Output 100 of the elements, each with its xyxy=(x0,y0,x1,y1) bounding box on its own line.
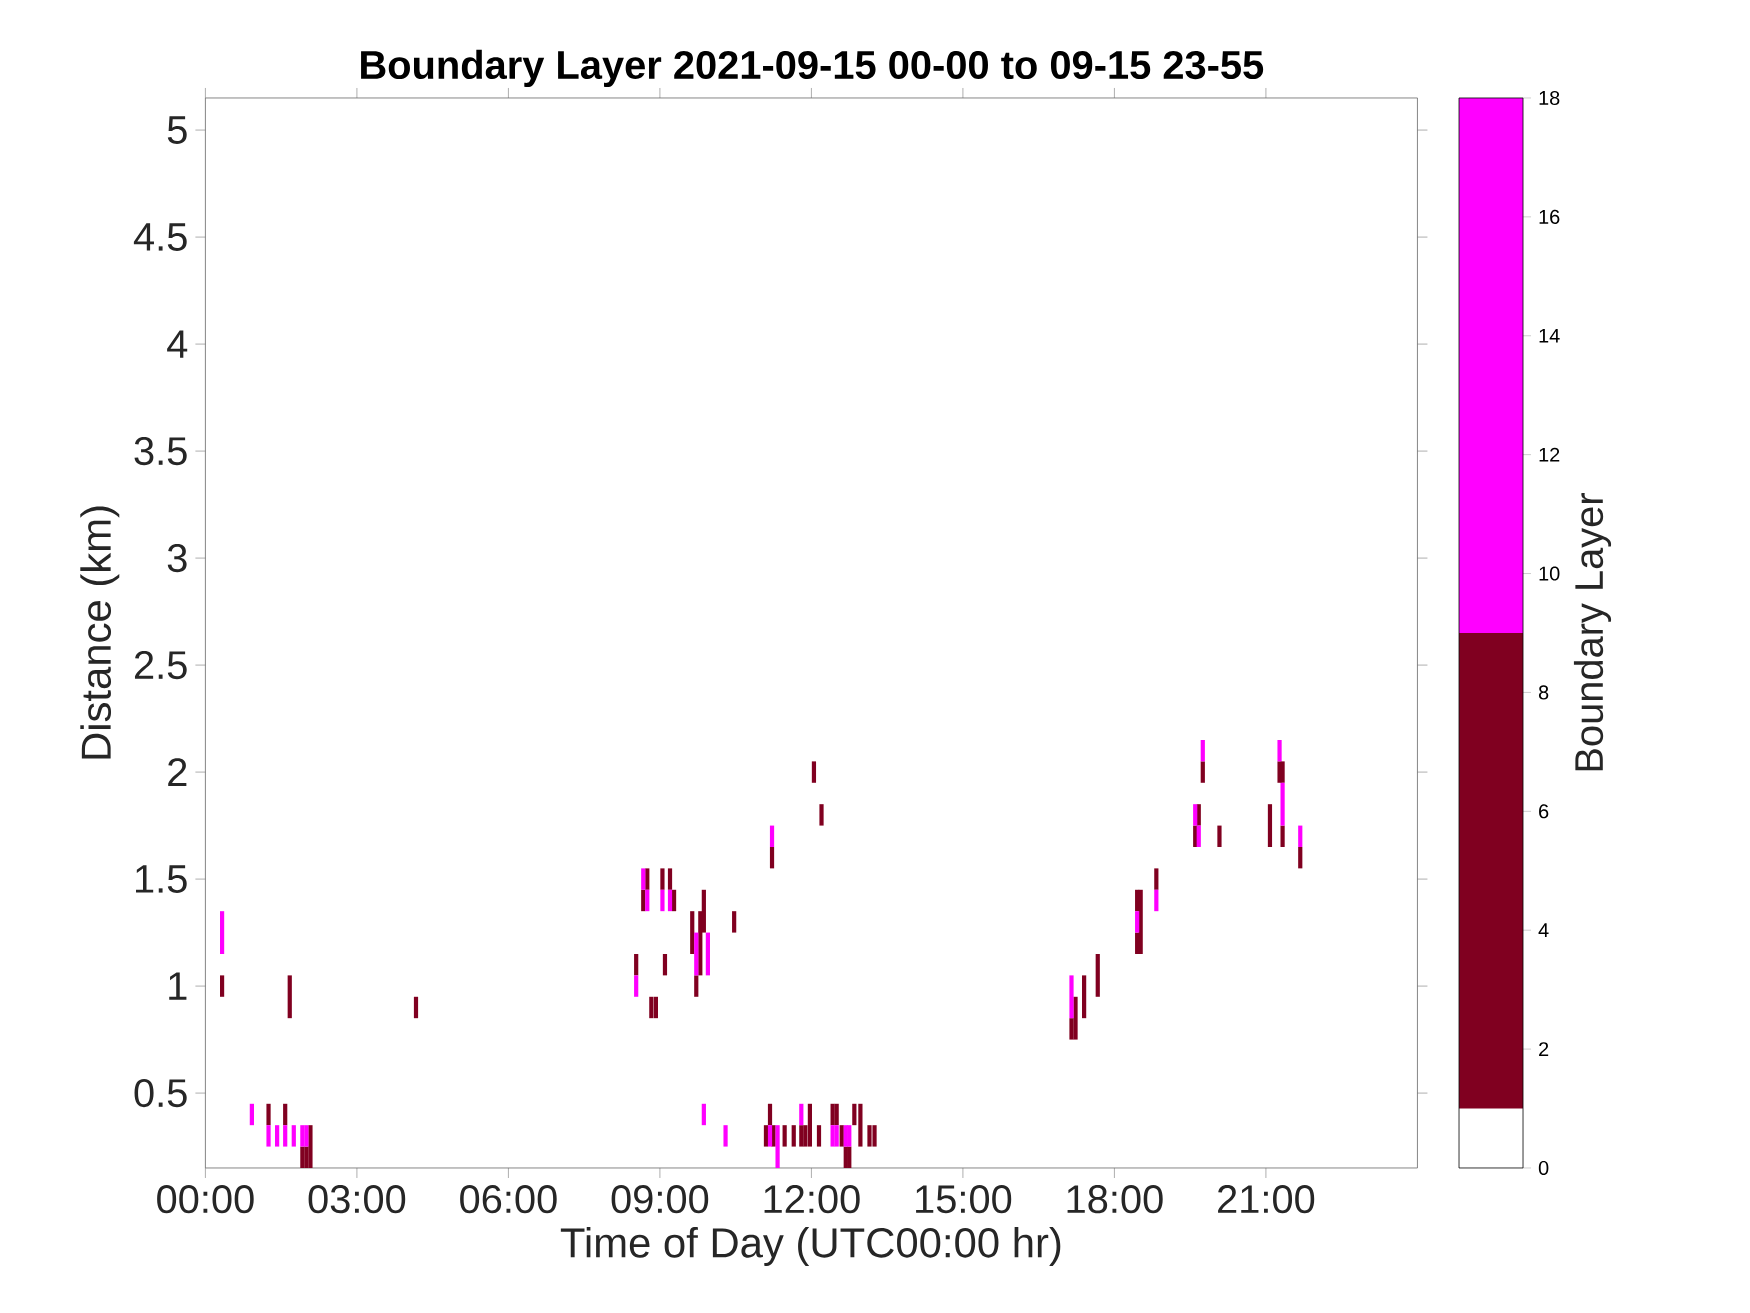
bar xyxy=(1280,782,1285,826)
bar xyxy=(266,1125,271,1147)
bar xyxy=(667,868,673,890)
bar xyxy=(769,825,775,847)
bar xyxy=(308,1125,313,1168)
bar xyxy=(1154,868,1159,890)
bar xyxy=(799,1125,804,1147)
bar xyxy=(847,1146,852,1168)
bar xyxy=(649,996,654,1019)
bar xyxy=(723,1125,728,1147)
bar xyxy=(1200,739,1205,762)
bar xyxy=(1200,761,1205,783)
bar xyxy=(219,911,225,954)
color-bar-label: 4 xyxy=(1538,923,1549,938)
bar xyxy=(799,1103,804,1126)
y-tick-label: 1 xyxy=(169,972,187,1000)
bar xyxy=(858,1103,863,1147)
color-bar-label: 16 xyxy=(1539,209,1560,224)
y-tick-label: 4.5 xyxy=(133,223,187,251)
bar xyxy=(811,761,817,783)
bar xyxy=(1095,953,1100,997)
color-bar-label: 2 xyxy=(1539,1042,1549,1057)
bar xyxy=(641,868,646,890)
bar xyxy=(634,953,639,976)
x-tick-label: 09:00 xyxy=(611,1185,709,1214)
bar xyxy=(219,975,225,997)
color-bar-label: 18 xyxy=(1539,90,1560,106)
bar xyxy=(283,1103,288,1126)
y-tick-label: 5 xyxy=(167,116,187,144)
bar xyxy=(1217,825,1222,847)
bar xyxy=(694,975,699,997)
bar xyxy=(1154,889,1159,912)
chart-title: Boundary Layer 2021-09-15 00-00 to 09-15 23-55 xyxy=(361,49,1264,87)
bar xyxy=(1298,825,1303,847)
bar xyxy=(1135,911,1140,933)
x-tick-label: 12:00 xyxy=(764,1185,860,1214)
bar xyxy=(634,975,639,997)
color-bar-label: 0 xyxy=(1538,1160,1549,1176)
bar xyxy=(1069,975,1074,1019)
bar xyxy=(660,868,665,890)
bar xyxy=(413,996,419,1019)
bar xyxy=(275,1125,280,1147)
x-tick-label: 15:00 xyxy=(916,1185,1012,1214)
bar xyxy=(304,1125,309,1147)
y-tick-label: 2.5 xyxy=(134,650,187,680)
bar xyxy=(852,1103,857,1126)
bar xyxy=(1298,846,1303,869)
bar xyxy=(694,932,699,976)
bar xyxy=(249,1103,254,1126)
y-tick-label: 3.5 xyxy=(134,436,187,466)
bar xyxy=(662,953,668,976)
y-tick-label: 4 xyxy=(167,330,188,358)
bar xyxy=(767,1103,773,1126)
bar xyxy=(671,889,677,912)
bar xyxy=(732,911,737,933)
bar xyxy=(807,1103,812,1147)
bar xyxy=(701,1103,706,1126)
bar xyxy=(775,1125,780,1168)
bar xyxy=(847,1125,852,1147)
bar xyxy=(291,1125,296,1147)
bar xyxy=(690,911,695,954)
bar xyxy=(283,1125,288,1147)
bar xyxy=(830,1125,835,1147)
y-tick-label: 2 xyxy=(168,758,187,786)
bar xyxy=(287,975,292,1019)
bar xyxy=(1267,804,1273,847)
bar xyxy=(1277,739,1282,762)
bar xyxy=(816,1125,822,1147)
x-tick-label: 03:00 xyxy=(308,1185,406,1214)
bar xyxy=(1280,825,1285,847)
y-axis-title: Distance (km) xyxy=(80,506,120,759)
bar xyxy=(839,1125,844,1147)
x-tick-label: 18:00 xyxy=(1067,1185,1163,1214)
bar xyxy=(782,1125,787,1147)
bar xyxy=(300,1146,305,1168)
y-tick-label: 3 xyxy=(167,543,187,573)
bar xyxy=(660,889,665,912)
bar xyxy=(834,1125,839,1147)
bar xyxy=(791,1125,796,1147)
bar xyxy=(763,1125,769,1147)
color-bar-label: 12 xyxy=(1539,447,1560,462)
bar xyxy=(1082,975,1087,1019)
color-bar-label: 8 xyxy=(1538,685,1549,700)
bar xyxy=(1138,889,1143,954)
bar xyxy=(641,889,646,912)
y-tick-label: 0.5 xyxy=(134,1078,187,1108)
color-bar-label: 14 xyxy=(1539,328,1560,343)
x-tick-label: 21:00 xyxy=(1218,1185,1315,1214)
bar xyxy=(645,889,650,912)
bar xyxy=(266,1103,271,1126)
x-tick-label: 00:00 xyxy=(157,1185,254,1214)
bar xyxy=(667,889,673,912)
bar xyxy=(834,1103,839,1126)
color-bar-label: 10 xyxy=(1539,566,1560,581)
bar xyxy=(645,868,650,890)
bar xyxy=(1073,996,1078,1040)
bar xyxy=(300,1125,305,1147)
x-tick-label: 06:00 xyxy=(460,1185,557,1214)
y-tick-label: 1.5 xyxy=(136,865,187,893)
x-axis-title: Time of Day (UTC00:00 hr) xyxy=(560,1226,1061,1266)
